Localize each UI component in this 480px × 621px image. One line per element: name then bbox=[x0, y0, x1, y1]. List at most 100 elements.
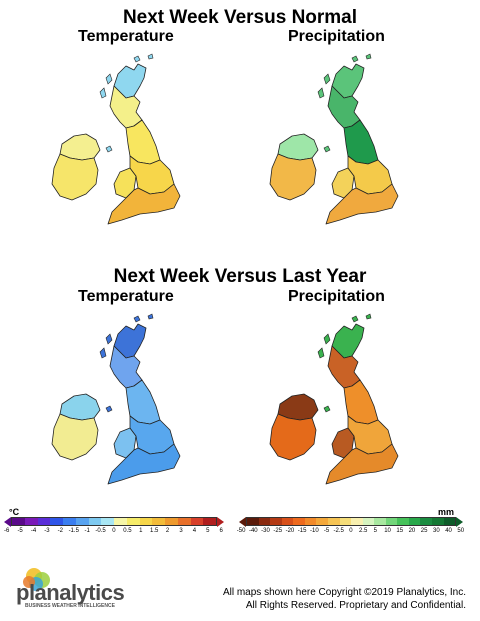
tick-label: 20 bbox=[408, 528, 416, 534]
tick-label: 0 bbox=[349, 528, 353, 534]
colorbar-swatch bbox=[270, 518, 282, 525]
island-2 bbox=[133, 55, 141, 63]
tick-label: -15 bbox=[297, 528, 307, 534]
colorbar-swatch bbox=[75, 518, 89, 525]
precipitation-colorbar bbox=[246, 517, 456, 526]
tick-label: 10 bbox=[384, 528, 391, 534]
tick-label: 50 bbox=[457, 528, 465, 534]
colorbar-swatch bbox=[88, 518, 102, 525]
tick-label: 1.5 bbox=[150, 528, 159, 534]
tick-label: -30 bbox=[261, 528, 270, 534]
colorbar-swatch bbox=[408, 518, 421, 525]
planalytics-logo-icon bbox=[23, 568, 50, 591]
region-ireland-south bbox=[269, 153, 317, 201]
label-normal-temperature: Temperature bbox=[78, 28, 174, 45]
tick-label: -40 bbox=[248, 528, 258, 534]
island-0 bbox=[105, 73, 113, 85]
island-1 bbox=[317, 87, 325, 99]
tick-label: 30 bbox=[433, 528, 440, 534]
tick-label: 4 bbox=[192, 528, 197, 534]
label-normal-precipitation: Precipitation bbox=[288, 28, 385, 45]
section-title-lastyear: Next Week Versus Last Year bbox=[113, 266, 367, 287]
map-normal-temperature bbox=[51, 53, 181, 225]
colorbar-swatch bbox=[12, 518, 25, 525]
tick-label: -20 bbox=[285, 528, 295, 534]
colorbar-swatch bbox=[374, 518, 386, 525]
temperature-tick-labels: -6 -5 -4 -3 -2 -1.5 -1 -0.5 0 0.5 1 1.5 2 3 4 5 6 bbox=[0, 528, 228, 535]
region-ireland-south bbox=[269, 413, 317, 461]
copyright-line-2: All Rights Reserved. Proprietary and Con… bbox=[245, 600, 466, 611]
island-0 bbox=[323, 333, 331, 345]
tick-label: -0.5 bbox=[95, 528, 106, 534]
tick-label: 6 bbox=[219, 528, 223, 534]
colorbar-swatch bbox=[101, 518, 114, 525]
temperature-unit-label: °C bbox=[9, 507, 20, 517]
precipitation-colorbar-left-cap bbox=[239, 517, 246, 527]
island-4 bbox=[105, 405, 113, 413]
colorbar-swatch bbox=[327, 518, 340, 525]
colorbar-swatch bbox=[397, 518, 409, 525]
tick-label: -3 bbox=[44, 528, 50, 534]
tick-label: -1.5 bbox=[68, 528, 79, 534]
colorbar-swatch bbox=[258, 518, 271, 525]
colorbar-swatch bbox=[152, 518, 165, 525]
colorbar-swatch bbox=[126, 518, 140, 525]
tick-label: -10 bbox=[309, 528, 319, 534]
logo-wordmark: planalytics bbox=[16, 580, 125, 605]
tick-label: 3 bbox=[179, 528, 183, 534]
copyright-notice: All maps shown here Copyright ©2019 Plan… bbox=[223, 586, 466, 612]
island-0 bbox=[323, 73, 331, 85]
tick-label: -5 bbox=[323, 528, 330, 534]
island-1 bbox=[317, 347, 325, 359]
tick-label: 1 bbox=[139, 528, 143, 534]
tick-label: -4 bbox=[30, 528, 37, 534]
island-4 bbox=[105, 145, 113, 153]
colorbar-swatch bbox=[24, 518, 38, 525]
precipitation-colorbar-right-cap bbox=[456, 517, 463, 527]
colorbar-swatch bbox=[247, 518, 259, 525]
colorbar-swatch bbox=[351, 518, 363, 525]
colorbar-swatch bbox=[37, 518, 51, 525]
map-normal-precipitation bbox=[269, 53, 399, 225]
region-south-east bbox=[325, 183, 399, 225]
precipitation-unit-label: mm bbox=[438, 507, 455, 517]
tick-label: 2 bbox=[165, 528, 170, 534]
tick-label: -2.5 bbox=[333, 528, 344, 534]
label-lastyear-temperature: Temperature bbox=[78, 288, 174, 305]
section-title-normal: Next Week Versus Normal bbox=[122, 7, 358, 28]
island-3 bbox=[365, 53, 372, 60]
tick-label: 15 bbox=[396, 528, 404, 534]
colorbar-swatch bbox=[50, 518, 63, 525]
colorbar-swatch bbox=[281, 518, 294, 525]
island-4 bbox=[323, 405, 331, 413]
tick-label: 5 bbox=[373, 528, 377, 534]
colorbar-swatch bbox=[165, 518, 178, 525]
label-lastyear-precipitation: Precipitation bbox=[288, 288, 385, 305]
colorbar-swatch bbox=[190, 518, 204, 525]
tick-label: 25 bbox=[420, 528, 428, 534]
tick-label: -5 bbox=[17, 528, 23, 534]
colorbar-swatch bbox=[139, 518, 153, 525]
island-3 bbox=[147, 53, 154, 60]
tick-label: -6 bbox=[4, 528, 10, 534]
tick-label: -2 bbox=[57, 528, 63, 534]
tick-label: -1 bbox=[84, 528, 90, 534]
island-3 bbox=[365, 313, 372, 320]
tick-label: 40 bbox=[445, 528, 452, 534]
island-4 bbox=[323, 145, 331, 153]
colorbar-swatch bbox=[114, 518, 127, 525]
island-1 bbox=[99, 347, 107, 359]
island-1 bbox=[99, 87, 107, 99]
tick-label: 0 bbox=[112, 528, 116, 534]
region-south-east bbox=[107, 183, 181, 225]
colorbar-swatch bbox=[203, 518, 216, 525]
region-ireland-south bbox=[51, 153, 99, 201]
island-2 bbox=[351, 315, 359, 323]
colorbar-swatch bbox=[339, 518, 352, 525]
tick-label: 2.5 bbox=[358, 528, 368, 534]
copyright-line-1: All maps shown here Copyright ©2019 Plan… bbox=[222, 587, 466, 598]
region-ireland-south bbox=[51, 413, 99, 461]
colorbar-swatch bbox=[420, 518, 432, 525]
colorbar-swatch bbox=[443, 518, 456, 525]
island-0 bbox=[105, 333, 113, 345]
